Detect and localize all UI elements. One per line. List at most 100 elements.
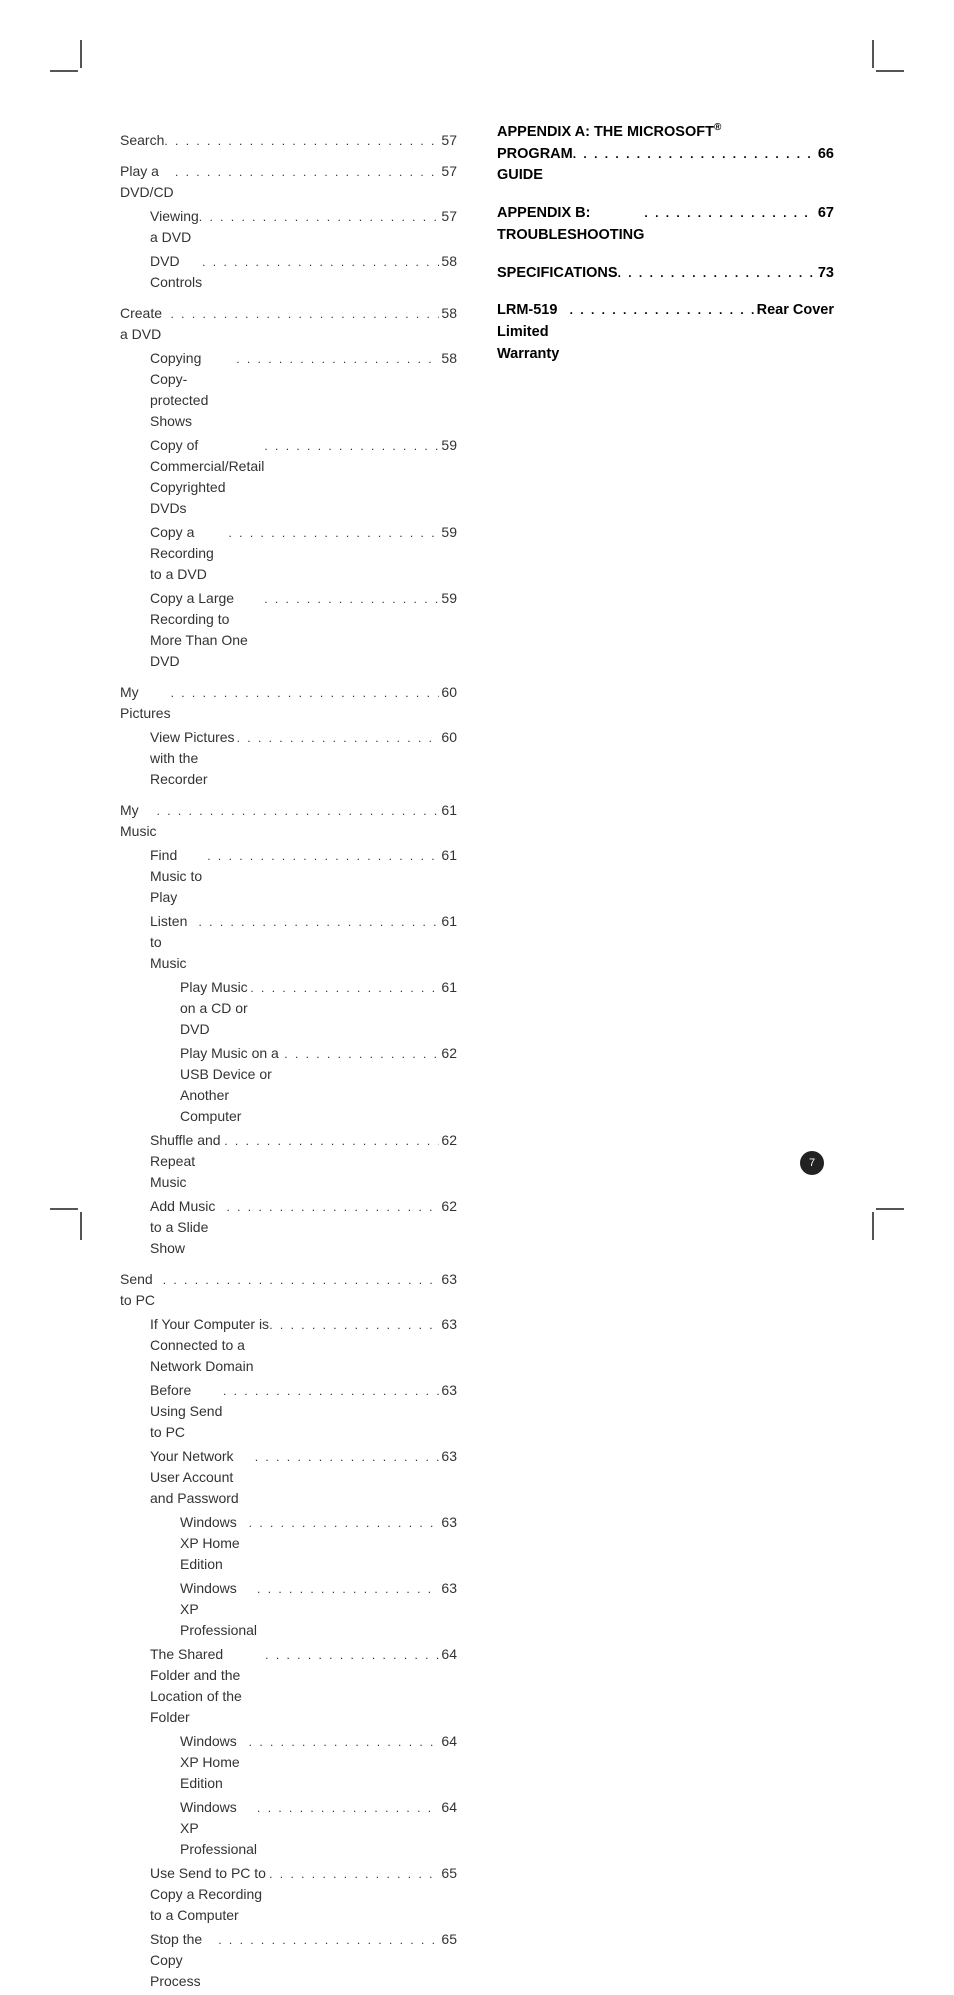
appendix-a-line2: PROGRAM GUIDE [497,144,573,188]
toc-entry: Create a DVD58 [120,303,457,345]
toc-dots [618,263,816,285]
toc-label: Viewing a DVD [150,206,199,248]
toc-dots [223,1380,439,1401]
toc-dots [249,1731,440,1752]
toc-dots [175,161,439,182]
toc-page: 59 [439,588,457,609]
crop-mark [872,1212,874,1240]
toc-dots [269,1314,439,1335]
toc-dots [264,588,439,609]
appendix-a-line1: APPENDIX A: THE MICROSOFT® [497,120,834,144]
toc-entry: Play a DVD/CD57 [120,161,457,203]
toc-dots [257,1578,439,1599]
toc-label: Windows XP Professional [180,1578,257,1641]
toc-label: Find Music to Play [150,845,207,908]
toc-dots [207,845,439,866]
toc-page: 63 [439,1446,457,1467]
toc-page: 60 [439,727,457,748]
toc-dots [224,1130,439,1151]
toc-label: If Your Computer is Connected to a Netwo… [150,1314,269,1377]
toc-entry: Add Music to a Slide Show 62 [120,1196,457,1259]
toc-page: 57 [439,206,457,227]
toc-entry: Viewing a DVD 57 [120,206,457,248]
toc-right-column: APPENDIX A: THE MICROSOFT® PROGRAM GUIDE… [497,120,834,1995]
appendix-b-page: 67 [816,203,834,225]
toc-label: Play Music on a USB Device or Another Co… [180,1043,284,1127]
warranty-label: LRM-519 Limited Warranty [497,300,570,365]
toc-dots [226,1196,439,1217]
toc-page: 59 [439,435,457,456]
toc-label: Copy of Commercial/Retail Copyrighted DV… [150,435,264,519]
toc-entry: Search57 [120,130,457,151]
toc-label: Copy a Recording to a DVD [150,522,229,585]
toc-page: 65 [439,1929,457,1950]
toc-entry: My Pictures60 [120,682,457,724]
toc-label: My Pictures [120,682,171,724]
toc-dots [199,206,440,227]
toc-dots [265,1644,439,1665]
toc-page: 57 [439,161,457,182]
toc-dots [269,1863,439,1884]
toc-label: Windows XP Home Edition [180,1731,249,1794]
toc-entry: Send to PC63 [120,1269,457,1311]
toc-entry: Your Network User Account and Password 63 [120,1446,457,1509]
toc-dots [171,303,440,324]
toc-label: Add Music to a Slide Show [150,1196,226,1259]
appendix-b-label: APPENDIX B: TROUBLESHOOTING [497,203,644,247]
page-number: 7 [809,1157,815,1169]
toc-label: View Pictures with the Recorder [150,727,237,790]
toc-page: 65 [439,1863,457,1884]
appendix-b-entry: APPENDIX B: TROUBLESHOOTING 67 [497,203,834,247]
appendix-a-label: APPENDIX A: THE MICROSOFT [497,124,714,140]
toc-entry: Copying Copy-protected Shows58 [120,348,457,432]
toc-entry: Play Music on a USB Device or Another Co… [120,1043,457,1127]
toc-label: Your Network User Account and Password [150,1446,255,1509]
toc-entry: View Pictures with the Recorder 60 [120,727,457,790]
toc-entry: If Your Computer is Connected to a Netwo… [120,1314,457,1377]
appendix-b-row: APPENDIX B: TROUBLESHOOTING 67 [497,203,834,247]
toc-label: Search [120,130,164,151]
toc-dots [164,130,439,151]
toc-label: The Shared Folder and the Location of th… [150,1644,265,1728]
specs-row: SPECIFICATIONS 73 [497,263,834,285]
toc-page: 58 [439,251,457,272]
toc-entry: Listen to Music61 [120,911,457,974]
toc-dots [573,144,816,166]
toc-entry: Stop the Copy Process 65 [120,1929,457,1992]
toc-entry: Copy a Large Recording to More Than One … [120,588,457,672]
toc-page: 59 [439,522,457,543]
toc-dots [644,203,815,225]
crop-mark [80,40,82,68]
toc-page: 63 [439,1380,457,1401]
toc-page: 62 [439,1196,457,1217]
toc-page: 61 [439,977,457,998]
crop-mark [80,1212,82,1240]
toc-page: 61 [439,845,457,866]
toc-label: Listen to Music [150,911,198,974]
toc-dots [202,251,439,272]
toc-page: 63 [439,1314,457,1335]
toc-label: Shuffle and Repeat Music [150,1130,224,1193]
toc-page: 61 [439,800,457,821]
toc-dots [237,727,440,748]
crop-mark [872,40,874,68]
toc-entry: Shuffle and Repeat Music62 [120,1130,457,1193]
toc-label: My Music [120,800,157,842]
toc-page: 58 [439,303,457,324]
appendix-a-entry: APPENDIX A: THE MICROSOFT® PROGRAM GUIDE… [497,120,834,187]
toc-entry: DVD Controls58 [120,251,457,293]
toc-dots [218,1929,439,1950]
toc-label: Stop the Copy Process [150,1929,218,1992]
crop-mark [50,70,78,72]
toc-page: 58 [439,348,457,369]
toc-dots [255,1446,440,1467]
warranty-page: Rear Cover [755,300,834,322]
registered-symbol: ® [714,122,721,133]
toc-entry: Windows XP Home Edition64 [120,1731,457,1794]
warranty-entry: LRM-519 Limited Warranty Rear Cover [497,300,834,365]
toc-dots [264,435,439,456]
toc-page: 62 [439,1043,457,1064]
toc-entry: Windows XP Professional64 [120,1797,457,1860]
toc-dots [236,348,439,369]
toc-dots [249,1512,440,1533]
